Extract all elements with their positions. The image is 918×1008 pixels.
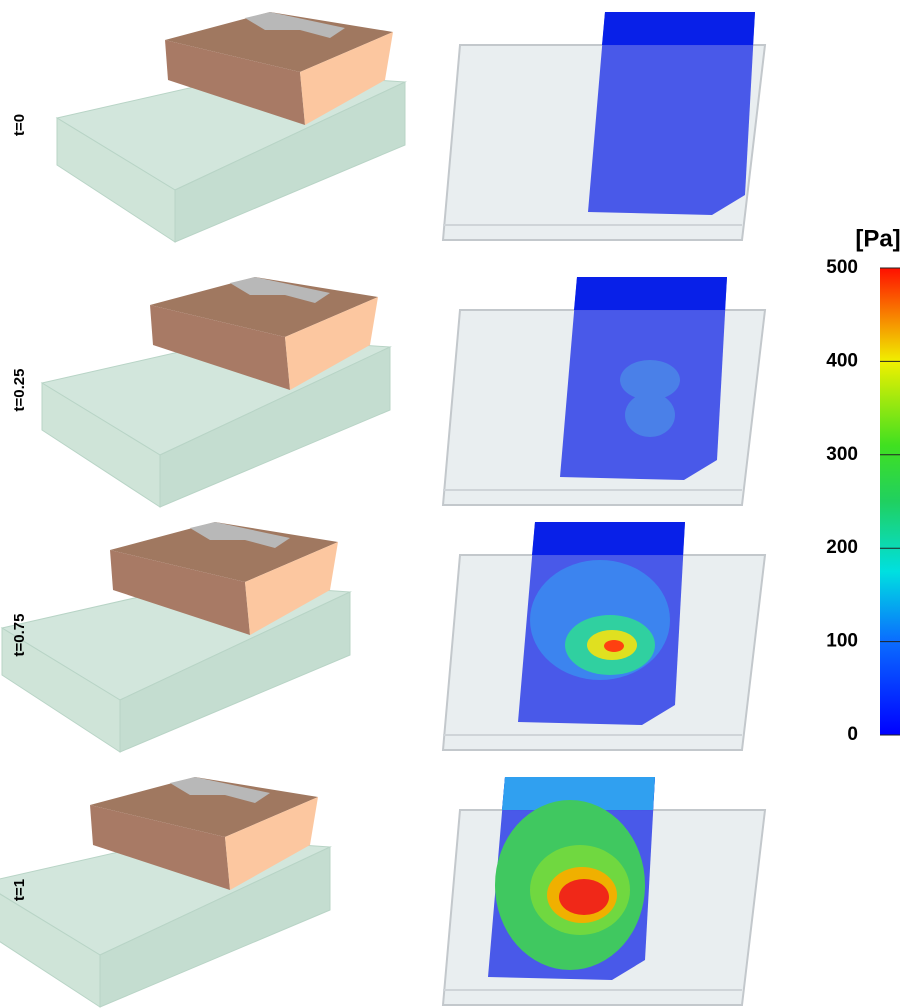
colorbar-tick-label: 500 [826, 257, 858, 278]
colorbar-tick-label: 200 [826, 537, 858, 558]
colorbar-unit: [Pa] [855, 225, 900, 252]
colorbar-tick-label: 0 [847, 724, 858, 745]
row-label: t=0.75 [11, 614, 28, 657]
row-labels: t=0 t=0.25 t=0.75 t=1 [11, 114, 28, 901]
panel-row [57, 12, 765, 242]
colorbar-tick-label: 300 [826, 444, 858, 465]
colorbar [880, 268, 900, 735]
row-label: t=0.25 [11, 369, 28, 412]
row-label: t=0 [11, 114, 28, 136]
panel-row [0, 777, 765, 1007]
colorbar-tick-label: 100 [826, 631, 858, 652]
row-label: t=1 [11, 879, 28, 901]
panel-row [2, 522, 765, 752]
panel-row [42, 277, 765, 507]
figure: t=0 t=0.25 t=0.75 t=1 [Pa] 0 100 200 300 400 500 [0, 0, 918, 1008]
colorbar-tick-label: 400 [826, 350, 858, 371]
